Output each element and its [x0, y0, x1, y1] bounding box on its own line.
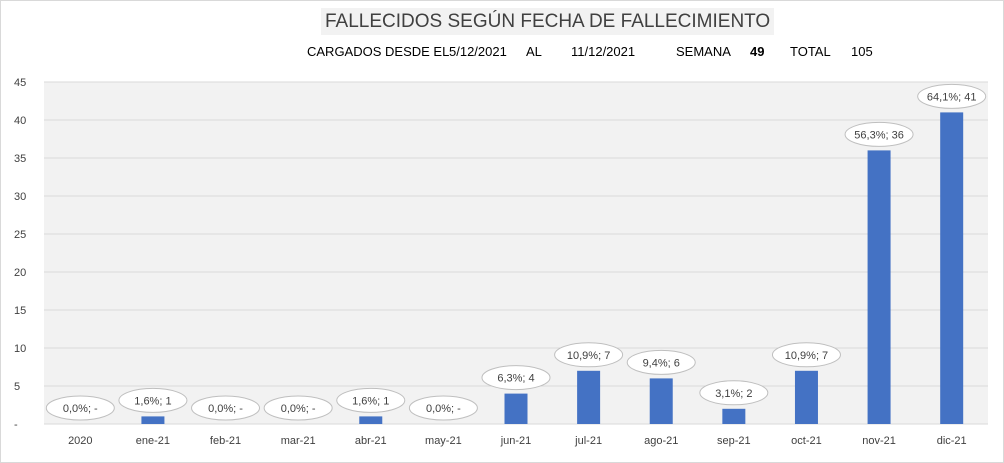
x-tick-label: ene-21 [136, 435, 170, 447]
y-tick-label: 10 [14, 343, 26, 355]
y-tick-label: 30 [14, 191, 26, 203]
date-to: 11/12/2021 [571, 44, 636, 59]
data-label: 10,9%; 7 [785, 350, 828, 362]
x-tick-label: nov-21 [862, 435, 896, 447]
data-label: 1,6%; 1 [352, 395, 389, 407]
bar [504, 393, 528, 424]
x-tick-label: jun-21 [500, 435, 532, 447]
al-label: AL [526, 44, 542, 59]
data-label: 6,3%; 4 [497, 373, 534, 385]
y-tick-label: 20 [14, 267, 26, 279]
week-label: SEMANA [676, 44, 731, 59]
y-tick-label: 25 [14, 229, 26, 241]
y-tick-label: 35 [14, 153, 26, 165]
data-label-bubble [263, 395, 333, 421]
data-label: 0,0%; - [281, 403, 316, 415]
data-label-bubble [626, 349, 696, 375]
bar [867, 150, 891, 424]
bar [141, 416, 165, 424]
y-tick-label: 40 [14, 115, 26, 127]
y-tick-label: 5 [14, 381, 20, 393]
data-label-bubble [481, 365, 551, 391]
data-label: 10,9%; 7 [567, 350, 610, 362]
x-tick-label: jul-21 [574, 435, 602, 447]
data-label: 0,0%; - [208, 403, 243, 415]
loaded-label: CARGADOS DESDE EL [307, 44, 450, 59]
x-tick-label: dic-21 [937, 435, 967, 447]
x-tick-label: feb-21 [210, 435, 241, 447]
data-label: 64,1%; 41 [927, 91, 977, 103]
data-label-bubble [844, 121, 914, 147]
chart-title: FALLECIDOS SEGÚN FECHA DE FALLECIMIENTO [321, 8, 775, 35]
data-label-bubble [191, 395, 261, 421]
x-tick-label: may-21 [425, 435, 462, 447]
x-tick-label: sep-21 [717, 435, 751, 447]
data-label: 3,1%; 2 [715, 388, 752, 400]
data-label-bubble [336, 387, 406, 413]
data-label: 56,3%; 36 [854, 129, 904, 141]
data-label-bubble [554, 342, 624, 368]
bar [649, 378, 673, 424]
bar [940, 112, 964, 425]
x-tick-label: oct-21 [791, 435, 822, 447]
data-label-bubble [45, 395, 115, 421]
data-label-bubble [771, 342, 841, 368]
total-value: 105 [851, 44, 873, 59]
x-tick-label: mar-21 [281, 435, 316, 447]
y-tick-label: 45 [14, 77, 26, 89]
date-from: 5/12/2021 [449, 44, 507, 59]
y-tick-label: - [14, 419, 18, 431]
bar [577, 370, 601, 424]
bar [794, 370, 818, 424]
data-label: 1,6%; 1 [134, 395, 171, 407]
total-label: TOTAL [790, 44, 831, 59]
data-label-bubble [699, 380, 769, 406]
data-label-bubble [408, 395, 478, 421]
data-label: 0,0%; - [426, 403, 461, 415]
bar [359, 416, 383, 424]
bar [722, 408, 746, 424]
x-tick-label: ago-21 [644, 435, 678, 447]
week-value: 49 [750, 44, 765, 59]
x-tick-label: 2020 [68, 435, 92, 447]
data-label: 9,4%; 6 [643, 357, 680, 369]
data-label: 0,0%; - [63, 403, 98, 415]
data-label-bubble [917, 83, 987, 109]
x-tick-label: abr-21 [355, 435, 387, 447]
data-label-bubble [118, 387, 188, 413]
y-tick-label: 15 [14, 305, 26, 317]
